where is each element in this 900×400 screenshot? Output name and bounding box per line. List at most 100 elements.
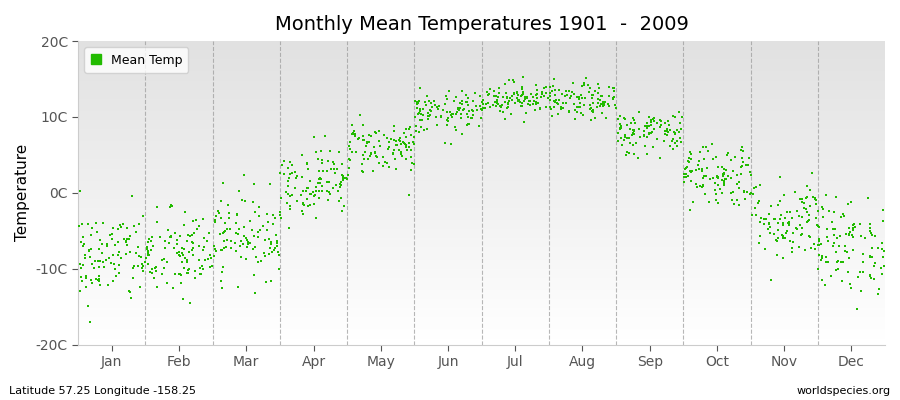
Bar bbox=[78, 150, 885, 153]
Point bbox=[554, 106, 568, 112]
Point bbox=[626, 151, 641, 158]
Point bbox=[144, 238, 158, 244]
Point bbox=[295, 152, 310, 158]
Point bbox=[808, 214, 823, 221]
Point bbox=[190, 226, 204, 232]
Point bbox=[615, 123, 629, 129]
Point bbox=[450, 105, 464, 111]
Bar bbox=[78, 168, 885, 172]
Bar bbox=[78, 205, 885, 208]
Point bbox=[345, 130, 359, 137]
Point bbox=[620, 148, 634, 155]
Point bbox=[752, 232, 767, 239]
Point bbox=[460, 110, 474, 117]
Point bbox=[170, 250, 184, 256]
Point bbox=[677, 171, 691, 177]
Point bbox=[535, 90, 549, 97]
Point bbox=[698, 144, 713, 150]
Point bbox=[621, 150, 635, 156]
Point bbox=[73, 288, 87, 295]
Point bbox=[416, 112, 430, 118]
Point bbox=[264, 278, 278, 284]
Point bbox=[97, 264, 112, 270]
Point bbox=[852, 221, 867, 228]
Point bbox=[411, 110, 426, 117]
Point bbox=[196, 235, 211, 241]
Point bbox=[482, 104, 497, 111]
Point bbox=[735, 154, 750, 161]
Point bbox=[804, 244, 818, 251]
Point bbox=[299, 188, 313, 195]
Point bbox=[312, 168, 327, 174]
Point bbox=[711, 182, 725, 188]
Point bbox=[134, 254, 148, 260]
Point bbox=[147, 275, 161, 281]
Point bbox=[407, 161, 421, 167]
Point bbox=[404, 146, 419, 153]
Point bbox=[259, 279, 274, 285]
Bar bbox=[78, 162, 885, 166]
Point bbox=[393, 137, 408, 144]
Point bbox=[736, 148, 751, 154]
Point bbox=[762, 230, 777, 236]
Point bbox=[555, 99, 570, 106]
Point bbox=[716, 182, 731, 188]
Point bbox=[761, 220, 776, 226]
Point bbox=[794, 232, 808, 238]
Point bbox=[412, 128, 427, 135]
Point bbox=[549, 96, 563, 103]
Point bbox=[667, 128, 681, 135]
Point bbox=[356, 156, 371, 162]
Point bbox=[524, 90, 538, 97]
Point bbox=[552, 87, 566, 93]
Point bbox=[140, 251, 155, 258]
Point bbox=[504, 111, 518, 117]
Bar bbox=[78, 156, 885, 160]
Point bbox=[686, 199, 700, 205]
Point bbox=[419, 93, 434, 99]
Point bbox=[91, 258, 105, 264]
Point bbox=[544, 106, 559, 112]
Point bbox=[776, 222, 790, 229]
Point bbox=[417, 126, 431, 133]
Point bbox=[835, 211, 850, 217]
Point bbox=[283, 170, 297, 177]
Point bbox=[120, 236, 134, 242]
Point bbox=[196, 266, 211, 272]
Point bbox=[218, 220, 232, 226]
Point bbox=[399, 134, 413, 140]
Bar bbox=[78, 272, 885, 275]
Point bbox=[808, 195, 823, 201]
Point bbox=[429, 114, 444, 120]
Point bbox=[216, 180, 230, 186]
Point bbox=[465, 115, 480, 122]
Point bbox=[585, 108, 599, 114]
Point bbox=[842, 225, 856, 232]
Point bbox=[105, 230, 120, 237]
Point bbox=[719, 176, 733, 182]
Bar bbox=[78, 62, 885, 65]
Point bbox=[148, 265, 162, 272]
Point bbox=[711, 164, 725, 170]
Point bbox=[264, 239, 278, 245]
Point bbox=[679, 170, 693, 177]
Point bbox=[544, 112, 559, 119]
Point bbox=[401, 192, 416, 198]
Point bbox=[472, 93, 487, 99]
Point bbox=[802, 187, 816, 194]
Point bbox=[451, 106, 465, 112]
Bar bbox=[78, 256, 885, 260]
Point bbox=[596, 98, 610, 105]
Point bbox=[644, 128, 659, 135]
Point bbox=[141, 252, 156, 258]
Bar bbox=[78, 342, 885, 344]
Point bbox=[730, 181, 744, 187]
Point bbox=[481, 100, 495, 107]
Point bbox=[594, 93, 608, 99]
Point bbox=[301, 166, 315, 172]
Point bbox=[716, 180, 731, 186]
Point bbox=[695, 166, 709, 172]
Point bbox=[247, 246, 261, 252]
Point bbox=[372, 138, 386, 144]
Point bbox=[214, 247, 229, 253]
